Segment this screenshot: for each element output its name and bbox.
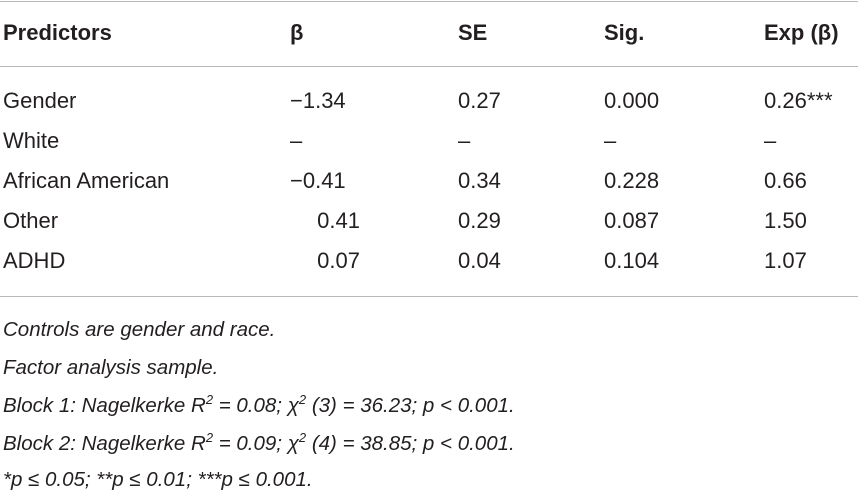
row-se: – — [458, 128, 471, 153]
footnote-controls: Controls are gender and race. — [3, 318, 276, 341]
row-se: 0.34 — [458, 168, 501, 193]
header-rule — [0, 66, 858, 67]
row-beta: 0.07 — [317, 248, 360, 273]
row-beta: −1.34 — [290, 88, 346, 113]
row-sig: – — [604, 128, 617, 153]
row-predictor: Other — [3, 208, 59, 233]
row-se: 0.04 — [458, 248, 501, 273]
header-predictors: Predictors — [3, 20, 112, 45]
row-se: 0.29 — [458, 208, 501, 233]
row-exp: 0.66 — [764, 168, 807, 193]
row-exp: 1.50 — [764, 208, 807, 233]
row-sig: 0.087 — [604, 208, 660, 233]
row-beta: – — [290, 128, 303, 153]
row-beta: −0.41 — [290, 168, 346, 193]
footnote-sample: Factor analysis sample. — [3, 356, 219, 379]
row-exp: – — [764, 128, 777, 153]
footnote-significance: *p ≤ 0.05; **p ≤ 0.01; ***p ≤ 0.001. — [3, 468, 313, 491]
header-se: SE — [458, 20, 488, 45]
table-bottom-rule — [0, 296, 858, 297]
header-beta: β — [290, 20, 304, 45]
header-exp-beta: Exp (β) — [764, 20, 839, 45]
footnote-block-1: Block 1: Nagelkerke R2 = 0.08; χ2 (3) = … — [3, 392, 515, 417]
row-sig: 0.228 — [604, 168, 660, 193]
row-predictor: ADHD — [3, 248, 66, 273]
row-predictor: Gender — [3, 88, 77, 113]
row-sig: 0.104 — [604, 248, 660, 273]
header-sig: Sig. — [604, 20, 645, 45]
table-top-rule — [0, 1, 858, 2]
row-se: 0.27 — [458, 88, 501, 113]
row-predictor: White — [3, 128, 60, 153]
row-exp: 0.26*** — [764, 88, 833, 113]
row-exp: 1.07 — [764, 248, 807, 273]
row-beta: 0.41 — [317, 208, 360, 233]
footnote-block-2: Block 2: Nagelkerke R2 = 0.09; χ2 (4) = … — [3, 430, 515, 455]
row-sig: 0.000 — [604, 88, 660, 113]
row-predictor: African American — [3, 168, 170, 193]
